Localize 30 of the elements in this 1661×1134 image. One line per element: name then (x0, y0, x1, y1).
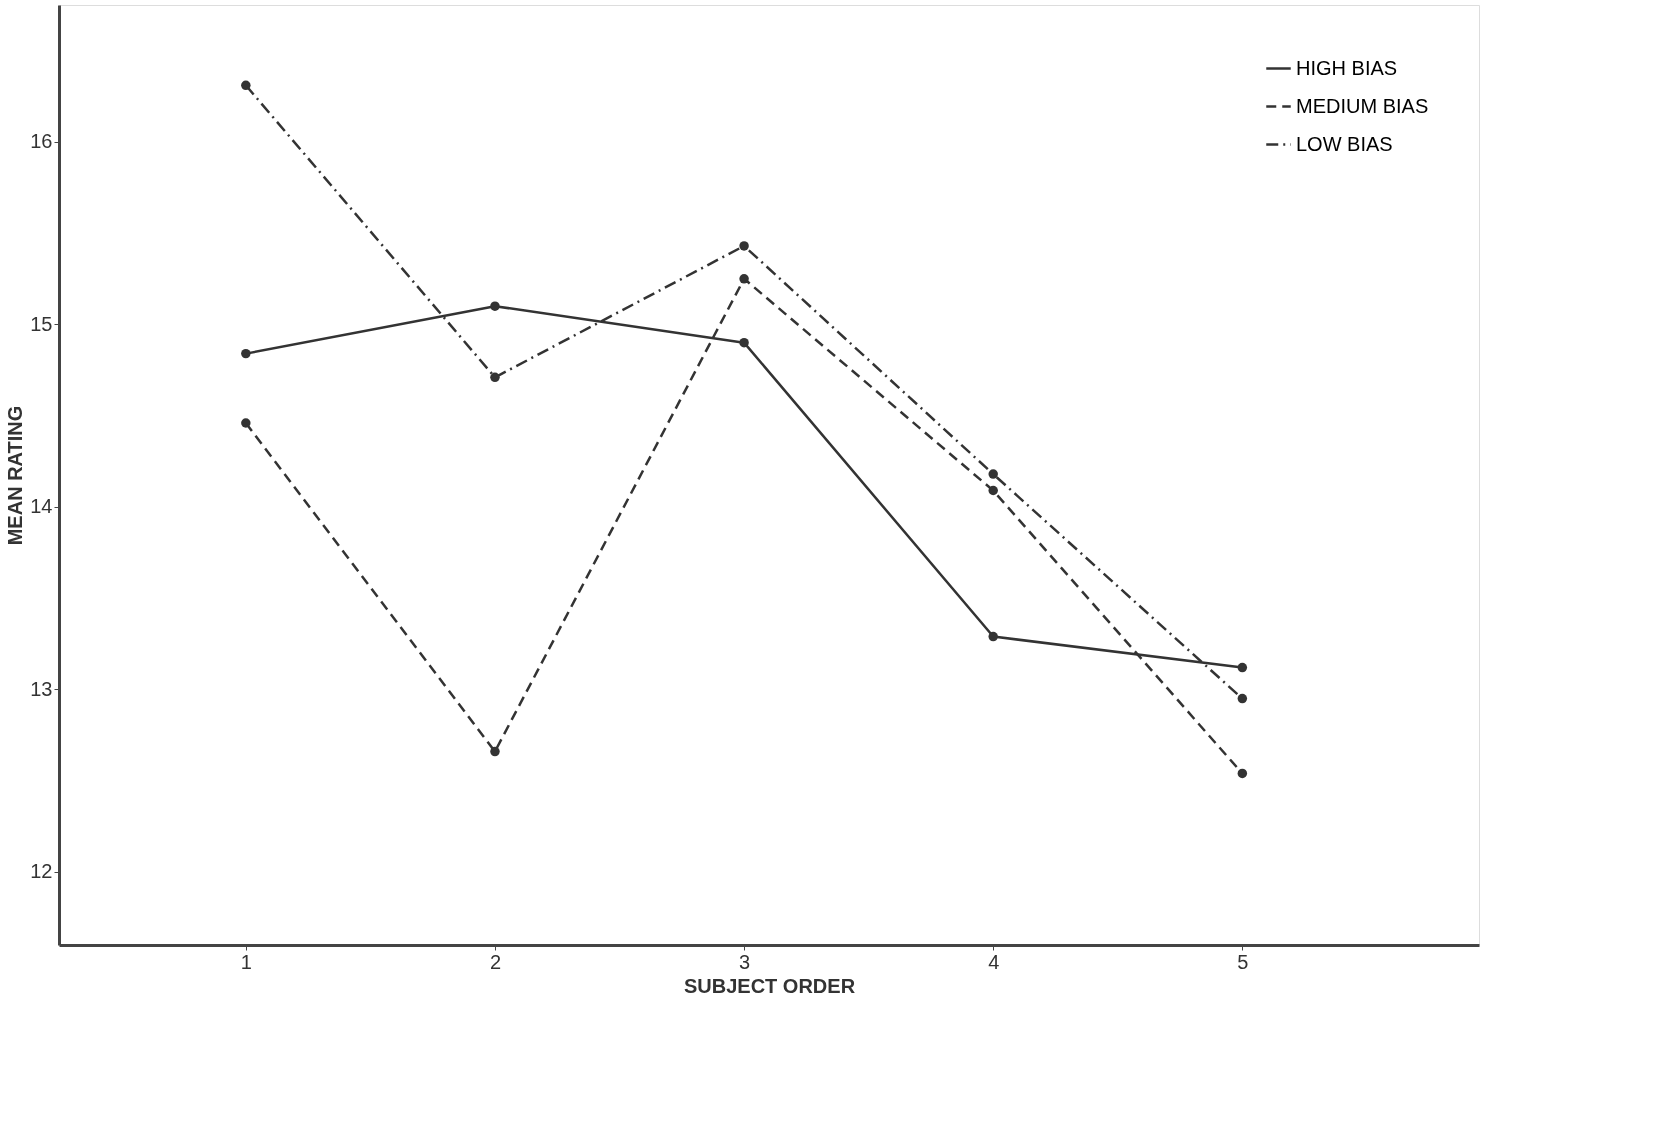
x-tick-label: 5 (1237, 950, 1249, 973)
y-tick-label: 14 (30, 495, 53, 518)
y-tick-label: 15 (30, 312, 53, 335)
point (1237, 662, 1248, 673)
point (739, 241, 749, 251)
point (739, 337, 749, 348)
point (1237, 768, 1248, 779)
y-tick-label: 12 (30, 860, 53, 883)
point (490, 372, 500, 383)
y-axis-title: MEAN RATING (4, 405, 27, 546)
point (490, 746, 500, 757)
point (739, 274, 749, 284)
point (490, 301, 500, 311)
x-tick-label: 3 (739, 950, 751, 973)
point (241, 418, 251, 428)
x-tick-label: 4 (988, 950, 1000, 973)
point (988, 485, 998, 496)
x-tick-label: 1 (240, 950, 252, 973)
point (241, 80, 251, 91)
point (241, 348, 251, 359)
legend-label: MEDIUM BIAS (1296, 94, 1429, 117)
y-tick-label: 13 (30, 677, 53, 700)
x-tick-label: 2 (489, 950, 502, 973)
legend-label: HIGH BIAS (1296, 56, 1398, 79)
legend-label: LOW BIAS (1296, 132, 1393, 155)
point (1237, 693, 1248, 704)
x-axis-title: SUBJECT ORDER (683, 974, 856, 997)
point (988, 469, 998, 479)
y-tick-label: 16 (30, 130, 53, 153)
point (988, 631, 998, 642)
